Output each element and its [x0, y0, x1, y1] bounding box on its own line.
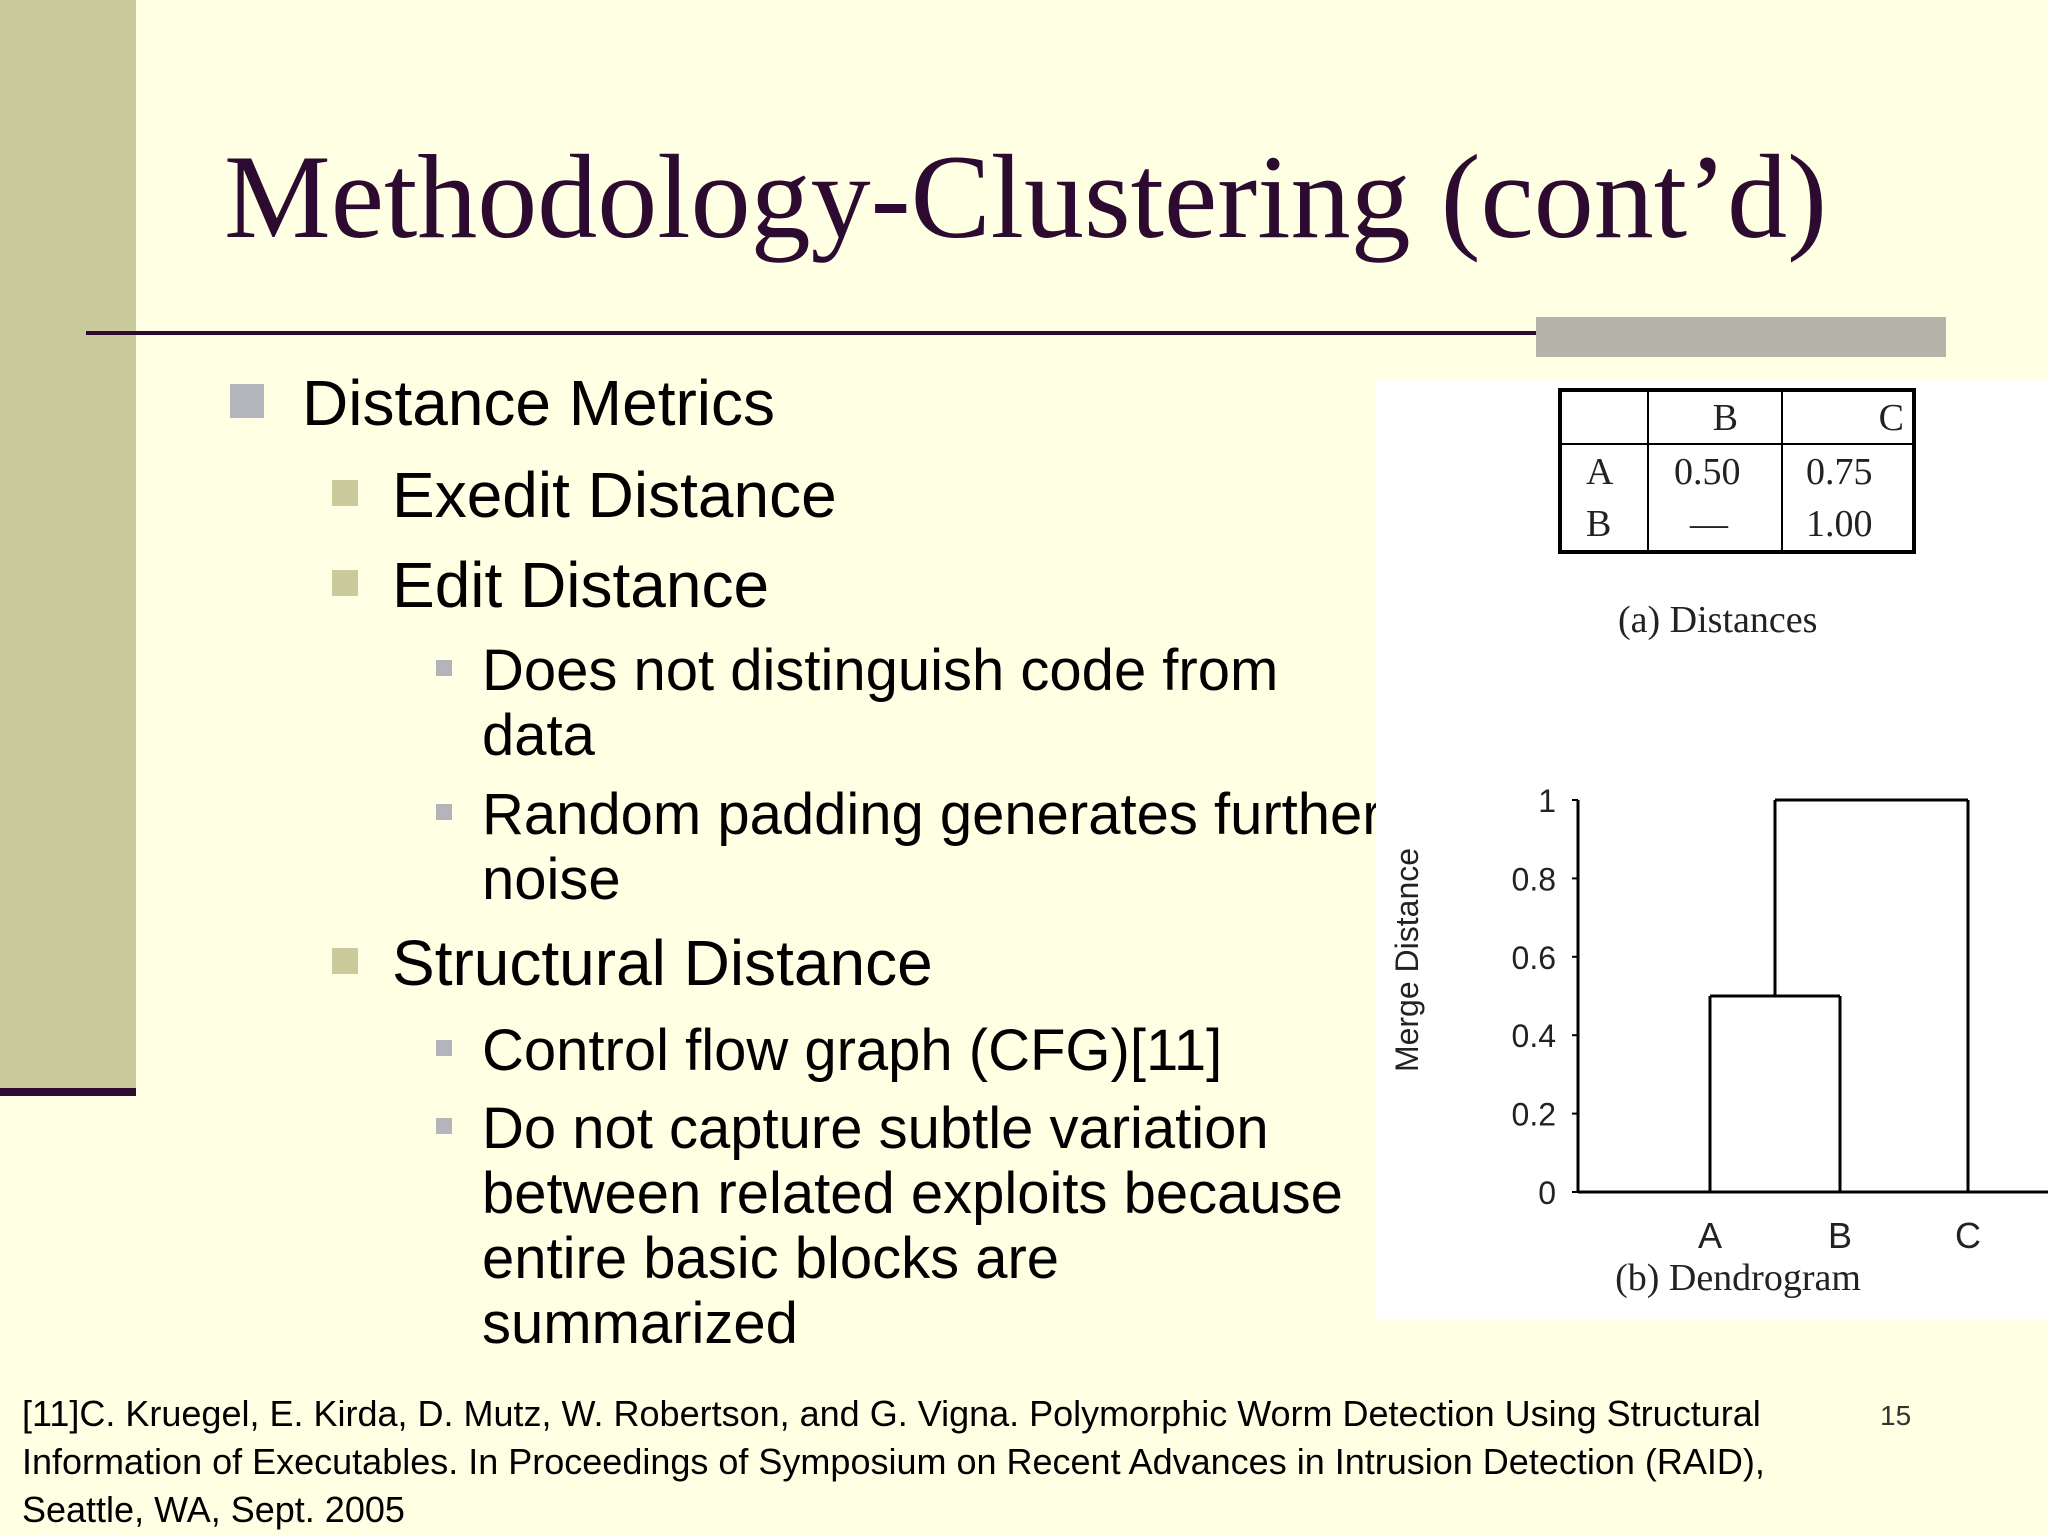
bullet-text: Edit Distance: [392, 549, 770, 621]
table-row-a-label: A: [1586, 451, 1614, 493]
table-cell-a-c: 0.75: [1806, 451, 1873, 493]
bullet-square-icon: [332, 948, 358, 974]
bullet-text: Control flow graph (CFG)[11]: [482, 1018, 1223, 1083]
table-row-b-label: B: [1586, 503, 1611, 545]
y-tick-label: 1: [1538, 783, 1556, 819]
y-tick-label: 0.8: [1512, 861, 1556, 897]
bullet-square-icon: [332, 570, 358, 596]
reference-line-1: [11]C. Kruegel, E. Kirda, D. Mutz, W. Ro…: [22, 1393, 1761, 1434]
distance-table-border: [1558, 388, 1916, 554]
bullet-text: Do not capture subtle variation: [482, 1096, 1269, 1161]
bullet-text: Random padding generates further: [482, 782, 1382, 847]
bullet-text: Structural Distance: [392, 927, 933, 999]
table-cell-a-b: 0.50: [1674, 451, 1741, 493]
y-tick-label: 0.6: [1512, 940, 1556, 976]
sidebar-band: [0, 0, 136, 1088]
bullet-square-icon: [436, 660, 452, 676]
bullet-square-icon: [230, 384, 264, 418]
title-divider: [86, 331, 1946, 335]
bullet-square-icon: [436, 1040, 452, 1056]
bullet-text: entire basic blocks are: [482, 1226, 1060, 1291]
y-tick-label: 0.4: [1512, 1018, 1556, 1054]
bullet-text: between related exploits because: [482, 1161, 1343, 1226]
table-header-c: C: [1879, 397, 1904, 439]
dendrogram-chart: 0 0.2 0.4 0.6 0.8 1 A B C: [1512, 783, 2048, 1256]
bullet-text: Exedit Distance: [392, 459, 837, 531]
reference-citation: [11]C. Kruegel, E. Kirda, D. Mutz, W. Ro…: [22, 1390, 1922, 1534]
y-tick-label: 0: [1538, 1175, 1556, 1211]
leaf-label-a: A: [1698, 1215, 1722, 1256]
table-cell-b-c: 1.00: [1806, 503, 1873, 545]
leaf-label-c: C: [1955, 1215, 1981, 1256]
bullet-text: Distance Metrics: [302, 367, 775, 439]
bullet-square-icon: [436, 1118, 452, 1134]
leaf-label-b: B: [1828, 1215, 1852, 1256]
dendrogram-caption: (b) Dendrogram: [1615, 1257, 1861, 1299]
reference-line-2: Information of Executables. In Proceedin…: [22, 1441, 1765, 1482]
dendrogram-ylabel: Merge Distance: [1389, 848, 1425, 1072]
slide-title: Methodology-Clustering (cont’d): [224, 130, 1828, 263]
table-caption: (a) Distances: [1618, 599, 1817, 641]
table-header-b: B: [1713, 397, 1738, 439]
figure-svg: B C A 0.50 0.75 B — 1.00 (a) Distances 0…: [1389, 388, 2048, 1299]
bullet-text: Does not distinguish code from: [482, 638, 1279, 703]
title-divider-accent: [1536, 317, 1946, 357]
bullet-text: noise: [482, 847, 621, 912]
bullet-square-icon: [436, 804, 452, 820]
page-number: 15: [1880, 1400, 1912, 1431]
sidebar-underline: [0, 1088, 136, 1096]
bullet-square-icon: [332, 480, 358, 506]
table-cell-b-b: —: [1689, 503, 1729, 545]
bullet-text: data: [482, 703, 595, 768]
y-tick-label: 0.2: [1512, 1097, 1556, 1133]
figure-panel: B C A 0.50 0.75 B — 1.00 (a) Distances 0…: [1376, 380, 2048, 1320]
reference-line-3: Seattle, WA, Sept. 2005: [22, 1489, 405, 1530]
bullet-text: summarized: [482, 1291, 798, 1356]
